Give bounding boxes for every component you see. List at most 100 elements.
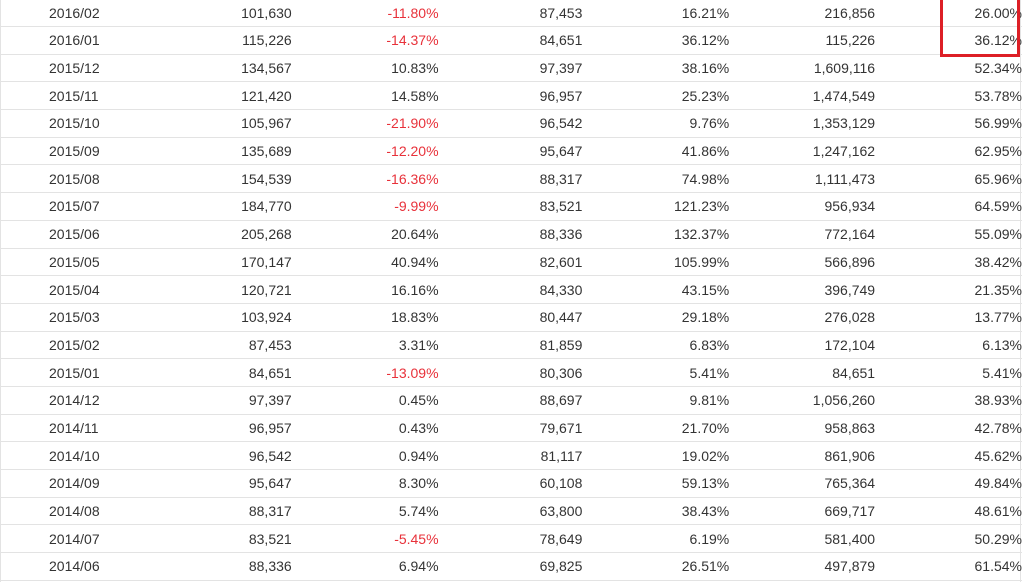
cell-value: 134,567 <box>231 54 292 83</box>
cell-value-2: 96,542 <box>438 109 583 138</box>
cell-value: 115,226 <box>231 26 292 55</box>
cell-cumulative-rate: 55.09% <box>875 220 1022 249</box>
cell-value: 95,647 <box>231 469 292 498</box>
cell-cumulative: 115,226 <box>729 26 876 55</box>
cell-rate: 25.23% <box>582 81 730 111</box>
cell-change: 18.83% <box>291 303 439 332</box>
cell-value-2: 78,649 <box>438 524 583 554</box>
cell-period: 2015/04 <box>0 275 232 304</box>
table-row: 2014/10 96,542 0.94% 81,117 19.02% 861,906 45.… <box>0 441 1022 470</box>
table-row: 2015/01 84,651 -13.09% 80,306 5.41% 84,651 5.4… <box>0 358 1022 387</box>
cell-change: -5.45% <box>291 524 439 554</box>
cell-period: 2014/08 <box>0 497 232 526</box>
cell-cumulative: 1,247,162 <box>729 137 876 166</box>
cell-value: 96,542 <box>231 441 292 470</box>
cell-period: 2014/06 <box>0 552 232 581</box>
table-row: 2014/06 88,336 6.94% 69,825 26.51% 497,879 61.… <box>0 552 1022 581</box>
cell-rate: 6.19% <box>582 524 730 554</box>
cell-rate: 43.15% <box>582 275 730 304</box>
cell-period: 2014/07 <box>0 524 232 554</box>
cell-value: 105,967 <box>231 109 292 138</box>
cell-period: 2015/11 <box>0 81 232 111</box>
cell-cumulative: 958,863 <box>729 414 876 443</box>
cell-cumulative-rate: 38.42% <box>875 248 1022 277</box>
cell-change: 0.94% <box>291 441 439 470</box>
cell-period: 2015/12 <box>0 54 232 83</box>
cell-rate: 19.02% <box>582 441 730 470</box>
cell-value-2: 95,647 <box>438 137 583 166</box>
cell-value: 120,721 <box>231 275 292 304</box>
cell-cumulative: 497,879 <box>729 552 876 581</box>
cell-value: 135,689 <box>231 137 292 166</box>
cell-cumulative: 772,164 <box>729 220 876 249</box>
cell-rate: 29.18% <box>582 303 730 332</box>
table-row: 2015/10 105,967 -21.90% 96,542 9.76% 1,353,12… <box>0 109 1022 138</box>
cell-period: 2016/01 <box>0 26 232 55</box>
cell-cumulative-rate: 13.77% <box>875 303 1022 332</box>
cell-change: 8.30% <box>291 469 439 498</box>
cell-cumulative: 276,028 <box>729 303 876 332</box>
cell-value: 83,521 <box>231 524 292 554</box>
cell-cumulative-rate: 61.54% <box>875 552 1022 581</box>
cell-rate: 38.16% <box>582 54 730 83</box>
cell-cumulative-rate: 6.13% <box>875 331 1022 360</box>
cell-cumulative: 1,111,473 <box>729 164 876 194</box>
cell-rate: 6.83% <box>582 331 730 360</box>
cell-value: 205,268 <box>231 220 292 249</box>
cell-change: -14.37% <box>291 26 439 55</box>
cell-period: 2016/02 <box>0 0 232 27</box>
cell-period: 2015/09 <box>0 137 232 166</box>
cell-value: 184,770 <box>231 192 292 221</box>
cell-period: 2015/06 <box>0 220 232 249</box>
cell-value-2: 69,825 <box>438 552 583 581</box>
cell-rate: 38.43% <box>582 497 730 526</box>
cell-change: 20.64% <box>291 220 439 249</box>
table-row: 2014/08 88,317 5.74% 63,800 38.43% 669,717 48.… <box>0 497 1022 526</box>
cell-change: -9.99% <box>291 192 439 221</box>
cell-cumulative: 956,934 <box>729 192 876 221</box>
cell-value-2: 88,317 <box>438 164 583 194</box>
cell-change: -12.20% <box>291 137 439 166</box>
cell-period: 2015/05 <box>0 248 232 277</box>
cell-period: 2015/02 <box>0 331 232 360</box>
cell-rate: 16.21% <box>582 0 730 27</box>
table-row: 2015/02 87,453 3.31% 81,859 6.83% 172,104 6.13… <box>0 331 1022 360</box>
cell-period: 2015/01 <box>0 358 232 387</box>
cell-cumulative: 216,856 <box>729 0 876 27</box>
table-row: 2015/08 154,539 -16.36% 88,317 74.98% 1,111,4… <box>0 164 1022 194</box>
cell-value: 88,336 <box>231 552 292 581</box>
cell-value: 87,453 <box>231 331 292 360</box>
table-row: 2015/07 184,770 -9.99% 83,521 121.23% 956,934… <box>0 192 1022 221</box>
cell-value-2: 84,330 <box>438 275 583 304</box>
cell-value: 88,317 <box>231 497 292 526</box>
cell-change: 6.94% <box>291 552 439 581</box>
cell-value-2: 81,117 <box>438 441 583 470</box>
cell-period: 2015/03 <box>0 303 232 332</box>
cell-value-2: 80,306 <box>438 358 583 387</box>
cell-cumulative: 669,717 <box>729 497 876 526</box>
table-row: 2015/05 170,147 40.94% 82,601 105.99% 566,896… <box>0 248 1022 277</box>
cell-cumulative: 581,400 <box>729 524 876 554</box>
cell-value-2: 82,601 <box>438 248 583 277</box>
cell-rate: 9.76% <box>582 109 730 138</box>
table-row: 2015/09 135,689 -12.20% 95,647 41.86% 1,247,1… <box>0 137 1022 166</box>
cell-cumulative: 1,474,549 <box>729 81 876 111</box>
cell-cumulative-rate: 64.59% <box>875 192 1022 221</box>
cell-cumulative: 172,104 <box>729 331 876 360</box>
cell-cumulative: 1,609,116 <box>729 54 876 83</box>
cell-rate: 59.13% <box>582 469 730 498</box>
table-row: 2015/12 134,567 10.83% 97,397 38.16% 1,609,11… <box>0 54 1022 83</box>
cell-rate: 132.37% <box>582 220 730 249</box>
cell-value-2: 88,336 <box>438 220 583 249</box>
cell-cumulative-rate: 21.35% <box>875 275 1022 304</box>
cell-period: 2015/07 <box>0 192 232 221</box>
cell-cumulative-rate: 45.62% <box>875 441 1022 470</box>
cell-change: -11.80% <box>291 0 439 27</box>
cell-change: 16.16% <box>291 275 439 304</box>
cell-change: 10.83% <box>291 54 439 83</box>
table-row: 2015/03 103,924 18.83% 80,447 29.18% 276,028 1… <box>0 303 1022 332</box>
cell-cumulative-rate: 62.95% <box>875 137 1022 166</box>
cell-cumulative: 84,651 <box>729 358 876 387</box>
cell-value-2: 81,859 <box>438 331 583 360</box>
cell-period: 2015/08 <box>0 164 232 194</box>
